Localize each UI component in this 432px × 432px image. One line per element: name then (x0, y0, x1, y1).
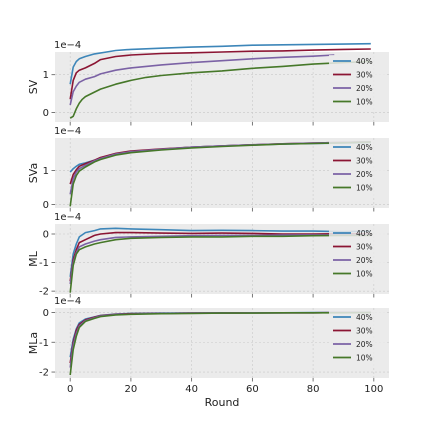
subplot-sva: 0 1 1e−4 SVa 40% 30% 20% 10% (27, 126, 389, 212)
x-tick-label: 20 (125, 384, 138, 395)
legend-label: 40% (356, 143, 373, 152)
y-exponent-label: 1e−4 (54, 296, 81, 307)
series-line-30pct (69, 231, 371, 282)
y-tick-label: 1 (43, 166, 49, 177)
legend-label: 30% (356, 243, 373, 252)
subplot-mla: -2 -1 0 1e−4 MLa 40% 30% 20% 10% 0 20 40 60 80 100 Roun… (27, 296, 389, 409)
legend-label: 40% (356, 313, 373, 322)
series-line-40pct (69, 227, 371, 278)
legend-label: 20% (356, 170, 373, 179)
legend: 40% 30% 20% 10% (329, 55, 385, 111)
y-tick-label: 0 (43, 230, 49, 241)
x-tick-label: 80 (307, 384, 320, 395)
y-tick-label: -1 (39, 338, 49, 349)
y-axis-label: SVa (27, 163, 40, 183)
y-tick-label: -1 (39, 258, 49, 269)
y-tick-label: -2 (39, 287, 49, 298)
legend-label: 10% (356, 98, 373, 107)
legend: 40% 30% 20% 10% (329, 311, 385, 367)
legend: 40% 30% 20% 10% (329, 141, 385, 197)
y-tick-label: 0 (43, 308, 49, 319)
legend-label: 40% (356, 57, 373, 66)
series-line-40pct (69, 42, 371, 85)
legend-label: 10% (356, 270, 373, 279)
x-axis-label: Round (205, 396, 240, 409)
series-line-10pct (69, 311, 371, 376)
series-line-30pct (69, 48, 371, 100)
x-tick-label: 100 (364, 384, 383, 395)
y-exponent-label: 1e−4 (54, 126, 81, 137)
x-tick-label: 0 (67, 384, 73, 395)
y-tick-label: 1 (43, 70, 49, 81)
legend-label: 10% (356, 354, 373, 363)
legend-label: 40% (356, 229, 373, 238)
y-tick-label: -2 (39, 368, 49, 379)
series-line-20pct (69, 233, 371, 285)
x-tick-label: 60 (246, 384, 259, 395)
y-axis-label: ML (27, 250, 40, 266)
y-tick-label: 0 (43, 200, 49, 211)
series-line-10pct (69, 60, 371, 119)
y-tick-label: 0 (43, 108, 49, 119)
y-exponent-label: 1e−4 (54, 212, 81, 223)
y-exponent-label: 1e−4 (54, 40, 81, 51)
legend-label: 30% (356, 157, 373, 166)
legend: 40% 30% 20% 10% (329, 227, 385, 283)
series-line-10pct (69, 234, 371, 293)
legend-label: 20% (356, 340, 373, 349)
subplot-ml: -2 -1 0 1e−4 ML 40% 30% 20% 10% (27, 212, 389, 298)
subplot-sv: 0 1 1e−4 SV 40% 30% 20% 10% (27, 40, 389, 126)
legend-label: 20% (356, 84, 373, 93)
y-axis-label: MLa (27, 332, 40, 354)
legend-label: 10% (356, 184, 373, 193)
y-axis-label: SV (27, 79, 40, 94)
x-tick-label: 40 (185, 384, 198, 395)
series-line-10pct (69, 141, 371, 207)
series-line-20pct (69, 54, 335, 106)
legend-label: 20% (356, 256, 373, 265)
legend-label: 30% (356, 327, 373, 336)
legend-label: 30% (356, 71, 373, 80)
